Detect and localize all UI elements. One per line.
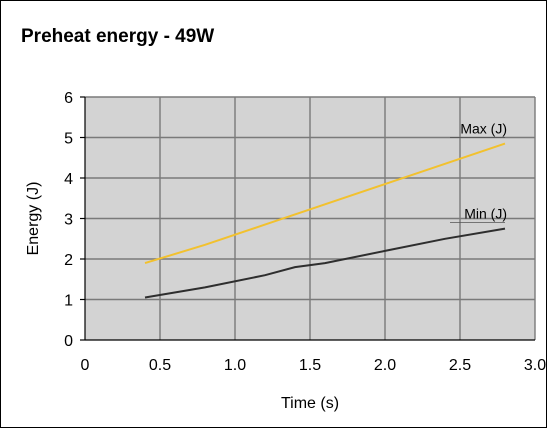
- series-label-min: Min (J): [464, 206, 507, 222]
- x-tick-label: 2.0: [374, 357, 396, 374]
- y-tick-label: 4: [64, 171, 73, 188]
- x-tick-label: 1.5: [299, 357, 321, 374]
- y-tick-label: 1: [64, 293, 73, 310]
- x-tick-label: 0: [81, 357, 90, 374]
- grid: [85, 96, 536, 340]
- series-group: Max (J) Min (J): [144, 121, 507, 299]
- series-line-min: [144, 227, 506, 299]
- x-tick-label: 3.0: [524, 357, 546, 374]
- x-tick-label: 0.5: [149, 357, 171, 374]
- x-axis-label: Time (s): [281, 395, 339, 412]
- y-tick-label: 0: [64, 333, 73, 350]
- x-tick-label: 2.5: [449, 357, 471, 374]
- y-tick-label: 2: [64, 252, 73, 269]
- y-tick-label: 5: [64, 131, 73, 148]
- axes: [80, 96, 535, 341]
- y-tick-label: 6: [64, 90, 73, 107]
- y-axis-label: Energy (J): [25, 182, 42, 256]
- tick-labels: 0 0.5 1.0 1.5 2.0 2.5 3.0 0 1 2 3 4 5 6: [64, 90, 546, 374]
- y-tick-label: 3: [64, 212, 73, 229]
- chart-title: Preheat energy - 49W: [21, 26, 215, 47]
- series-line-max: [144, 142, 506, 265]
- x-tick-label: 1.0: [224, 357, 246, 374]
- series-label-max: Max (J): [460, 121, 507, 137]
